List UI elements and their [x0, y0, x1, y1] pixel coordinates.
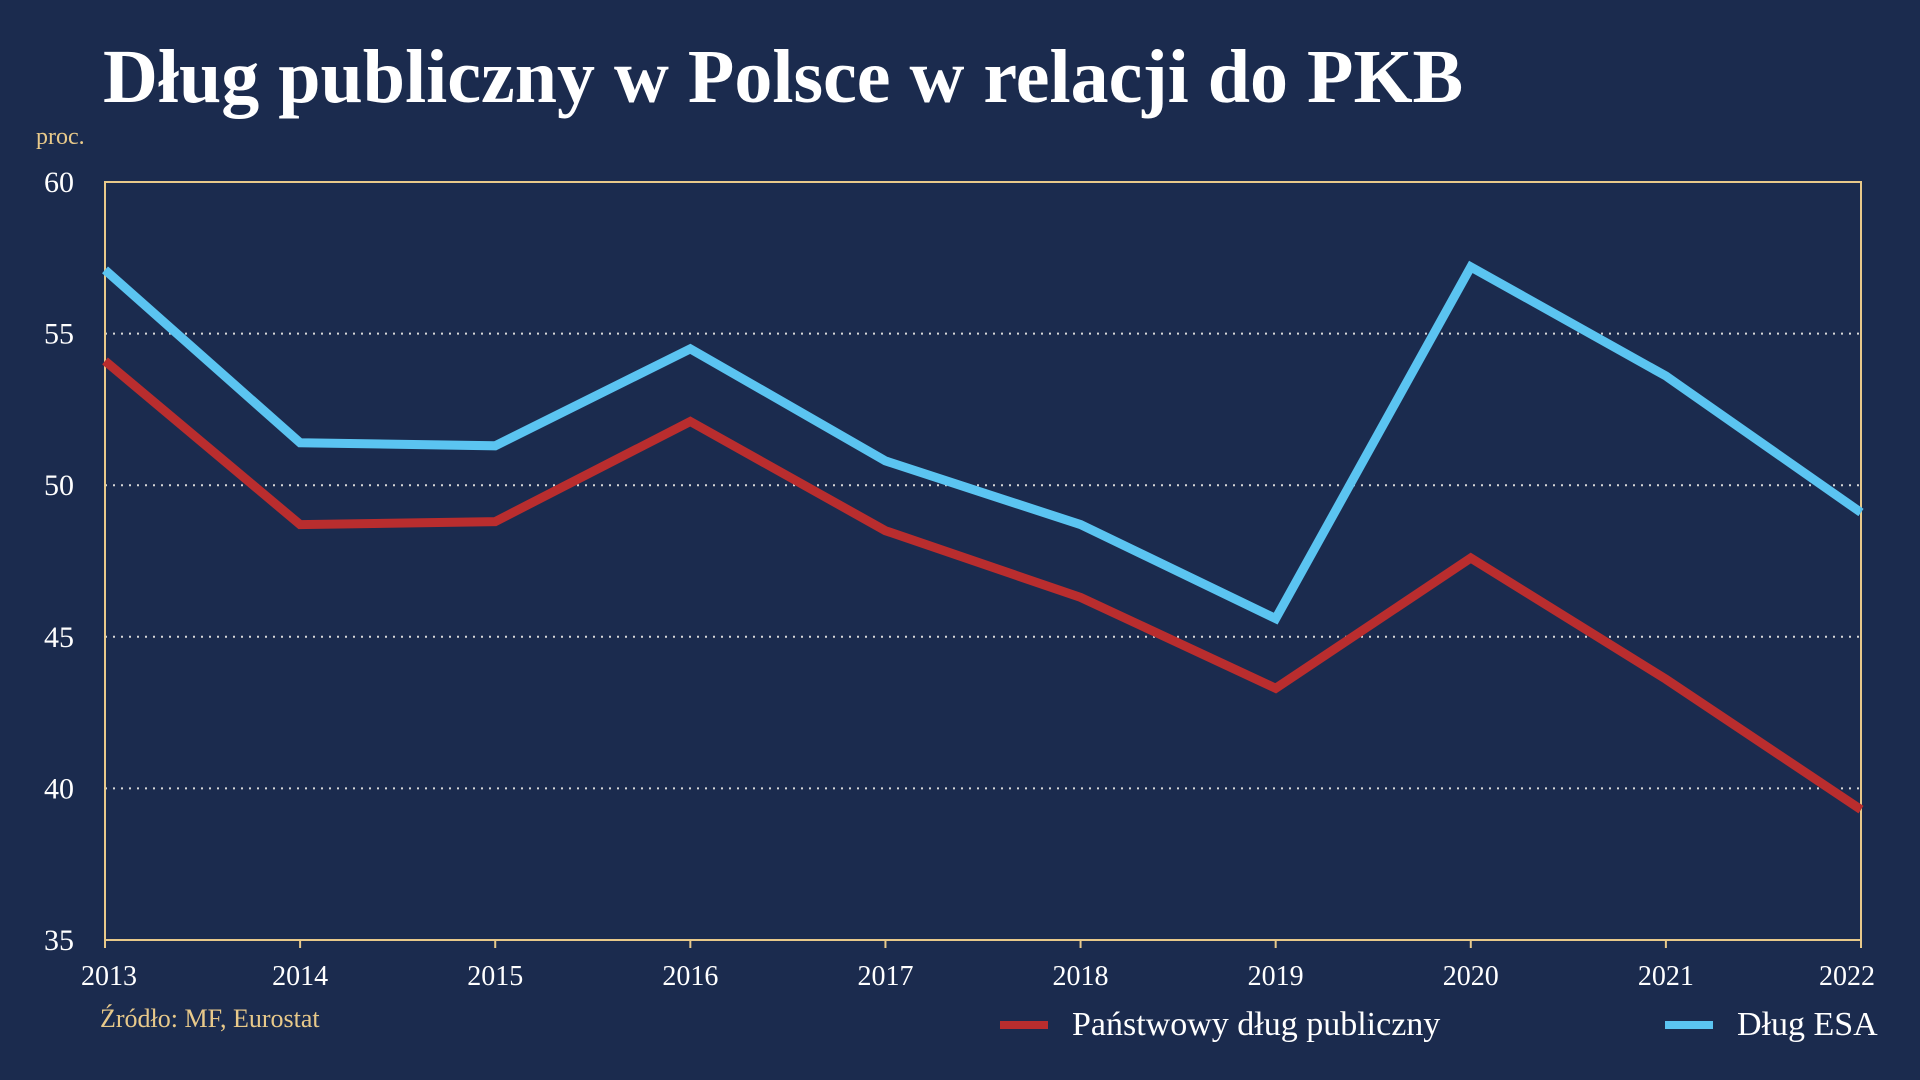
x-tick-label: 2021 [1638, 961, 1694, 992]
source-note: Źródło: MF, Eurostat [100, 1004, 320, 1033]
plot-area-frame [104, 181, 1862, 941]
x-tick-label: 2022 [1819, 961, 1875, 992]
x-tick-label: 2019 [1248, 961, 1304, 992]
x-tick-label: 2018 [1053, 961, 1109, 992]
y-tick-label: 40 [44, 772, 74, 805]
series-line-dlug-esa [102, 260, 1864, 625]
legend-item-panstwowy-dlug: Państwowy dług publiczny [1000, 1006, 1440, 1044]
x-tick-label: 2013 [81, 961, 137, 992]
x-tick-label: 2014 [272, 961, 328, 992]
legend-label: Dług ESA [1737, 1006, 1878, 1043]
series-line-panstwowy-dlug [102, 357, 1864, 814]
y-tick-label: 50 [44, 469, 74, 502]
x-tick-label: 2015 [467, 961, 523, 992]
line-chart: 35 40 45 50 55 60 2013 2014 2015 2016 2017 2018 2019… [44, 166, 1875, 992]
x-tick-label: 2020 [1443, 961, 1499, 992]
x-tick-label: 2016 [662, 961, 718, 992]
legend-item-dlug-esa: Dług ESA [1665, 1006, 1878, 1044]
legend-label: Państwowy dług publiczny [1072, 1006, 1441, 1043]
x-tick-label: 2017 [857, 961, 913, 992]
y-tick-label: 60 [44, 166, 74, 199]
chart-title: Dług publiczny w Polsce w relacji do PKB [103, 35, 1464, 119]
y-axis-unit-label: proc. [36, 124, 85, 150]
y-tick-label: 55 [44, 318, 74, 351]
axis-ticks: 35 40 45 50 55 60 2013 2014 2015 2016 2017 2018 2019… [44, 166, 1875, 992]
y-tick-label: 45 [44, 621, 74, 654]
legend-swatch-blue [1665, 1021, 1713, 1029]
series-lines [102, 260, 1864, 814]
legend-swatch-red [1000, 1021, 1048, 1029]
y-tick-label: 35 [44, 924, 74, 957]
